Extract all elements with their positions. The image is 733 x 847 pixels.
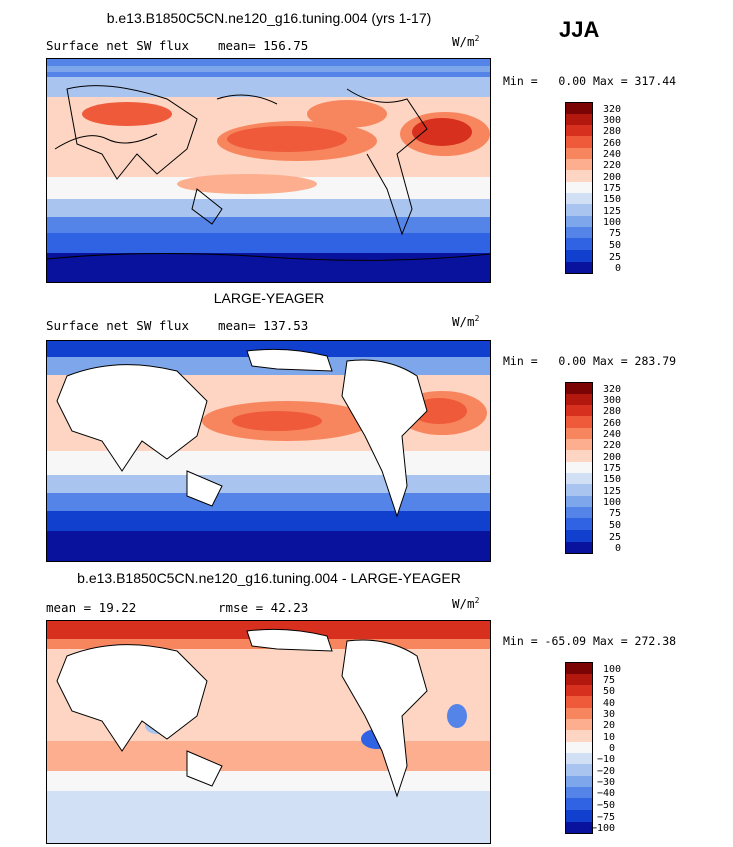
panel-1-title: b.e13.B1850C5CN.ne120_g16.tuning.004 (yr… bbox=[106, 10, 432, 26]
panel-3-map bbox=[46, 620, 491, 844]
colorbar-label: 220 bbox=[603, 440, 622, 451]
colorbar-label: 220 bbox=[603, 160, 622, 171]
colorbar-label: 300 bbox=[603, 115, 622, 126]
colorbar-label: 30 bbox=[603, 709, 616, 720]
colorbar-label: 320 bbox=[603, 104, 622, 115]
panel-3-units: W/m2 bbox=[452, 596, 480, 612]
colorbar-label: 100 bbox=[603, 497, 622, 508]
panel-1-mean: mean= 156.75 bbox=[218, 38, 309, 53]
colorbar-label: −20 bbox=[597, 766, 616, 777]
colorbar-label: 280 bbox=[603, 126, 622, 137]
colorbar-label: 260 bbox=[603, 418, 622, 429]
season-label: JJA bbox=[559, 17, 600, 42]
colorbar-label: 240 bbox=[603, 429, 622, 440]
colorbar-label: 175 bbox=[603, 463, 622, 474]
colorbar-label: −40 bbox=[597, 788, 616, 799]
colorbar-label: 0 bbox=[615, 263, 622, 274]
colorbar-label: −100 bbox=[591, 823, 616, 834]
panel-1-minmax: Min = 0.00 Max = 317.44 bbox=[503, 74, 677, 88]
panel-1-colorbar: 320 300 280 260 240 220 200 175 150 125 … bbox=[565, 102, 621, 274]
panel-2-variable-label: Surface net SW flux bbox=[46, 318, 189, 333]
colorbar-label: 75 bbox=[603, 675, 616, 686]
colorbar-label: 25 bbox=[609, 252, 622, 263]
colorbar-label: 150 bbox=[603, 194, 622, 205]
colorbar-label: 240 bbox=[603, 149, 622, 160]
panel-3-colorbar: 100 75 50 40 30 20 10 0 −10 −20 −30 −40 … bbox=[565, 662, 621, 834]
panel-1-variable-label: Surface net SW flux bbox=[46, 38, 189, 53]
panel-2-colorbar: 320 300 280 260 240 220 200 175 150 125 … bbox=[565, 382, 621, 554]
panel-3-title: b.e13.B1850C5CN.ne120_g16.tuning.004 - L… bbox=[77, 570, 461, 586]
colorbar-label: −10 bbox=[597, 754, 616, 765]
panel-2-mean: mean= 137.53 bbox=[218, 318, 309, 333]
colorbar-label: 100 bbox=[603, 217, 622, 228]
colorbar-label: 40 bbox=[603, 698, 616, 709]
colorbar-label: 125 bbox=[603, 486, 622, 497]
colorbar-label: 175 bbox=[603, 183, 622, 194]
panel-2-title: LARGE-YEAGER bbox=[213, 290, 325, 306]
panel-3-minmax: Min = -65.09 Max = 272.38 bbox=[503, 634, 677, 648]
colorbar-label: 50 bbox=[609, 520, 622, 531]
panel-2-map bbox=[46, 340, 491, 562]
colorbar-label: −50 bbox=[597, 800, 616, 811]
colorbar-label: 320 bbox=[603, 384, 622, 395]
colorbar-label: 75 bbox=[609, 228, 622, 239]
colorbar-label: 200 bbox=[603, 172, 622, 183]
colorbar-label: −30 bbox=[597, 777, 616, 788]
colorbar-label: −75 bbox=[597, 812, 616, 823]
colorbar-label: 125 bbox=[603, 206, 622, 217]
colorbar-label: 300 bbox=[603, 395, 622, 406]
panel-3-mean: mean = 19.22 bbox=[46, 600, 137, 615]
colorbar-label: 50 bbox=[603, 686, 616, 697]
colorbar-label: 25 bbox=[609, 532, 622, 543]
panel-1-units: W/m2 bbox=[452, 34, 480, 50]
colorbar-label: 0 bbox=[615, 543, 622, 554]
colorbar-label: 20 bbox=[603, 720, 616, 731]
colorbar-label: 10 bbox=[603, 732, 616, 743]
colorbar-label: 200 bbox=[603, 452, 622, 463]
colorbar-label: 50 bbox=[609, 240, 622, 251]
colorbar-label: 260 bbox=[603, 138, 622, 149]
panel-3-rmse: rmse = 42.23 bbox=[218, 600, 309, 615]
panel-1-map bbox=[46, 58, 491, 283]
panel-2-units: W/m2 bbox=[452, 314, 480, 330]
colorbar-label: 75 bbox=[609, 508, 622, 519]
colorbar-label: 0 bbox=[609, 743, 616, 754]
colorbar-label: 280 bbox=[603, 406, 622, 417]
colorbar-label: 150 bbox=[603, 474, 622, 485]
panel-2-minmax: Min = 0.00 Max = 283.79 bbox=[503, 354, 677, 368]
colorbar-label: 100 bbox=[603, 664, 622, 675]
